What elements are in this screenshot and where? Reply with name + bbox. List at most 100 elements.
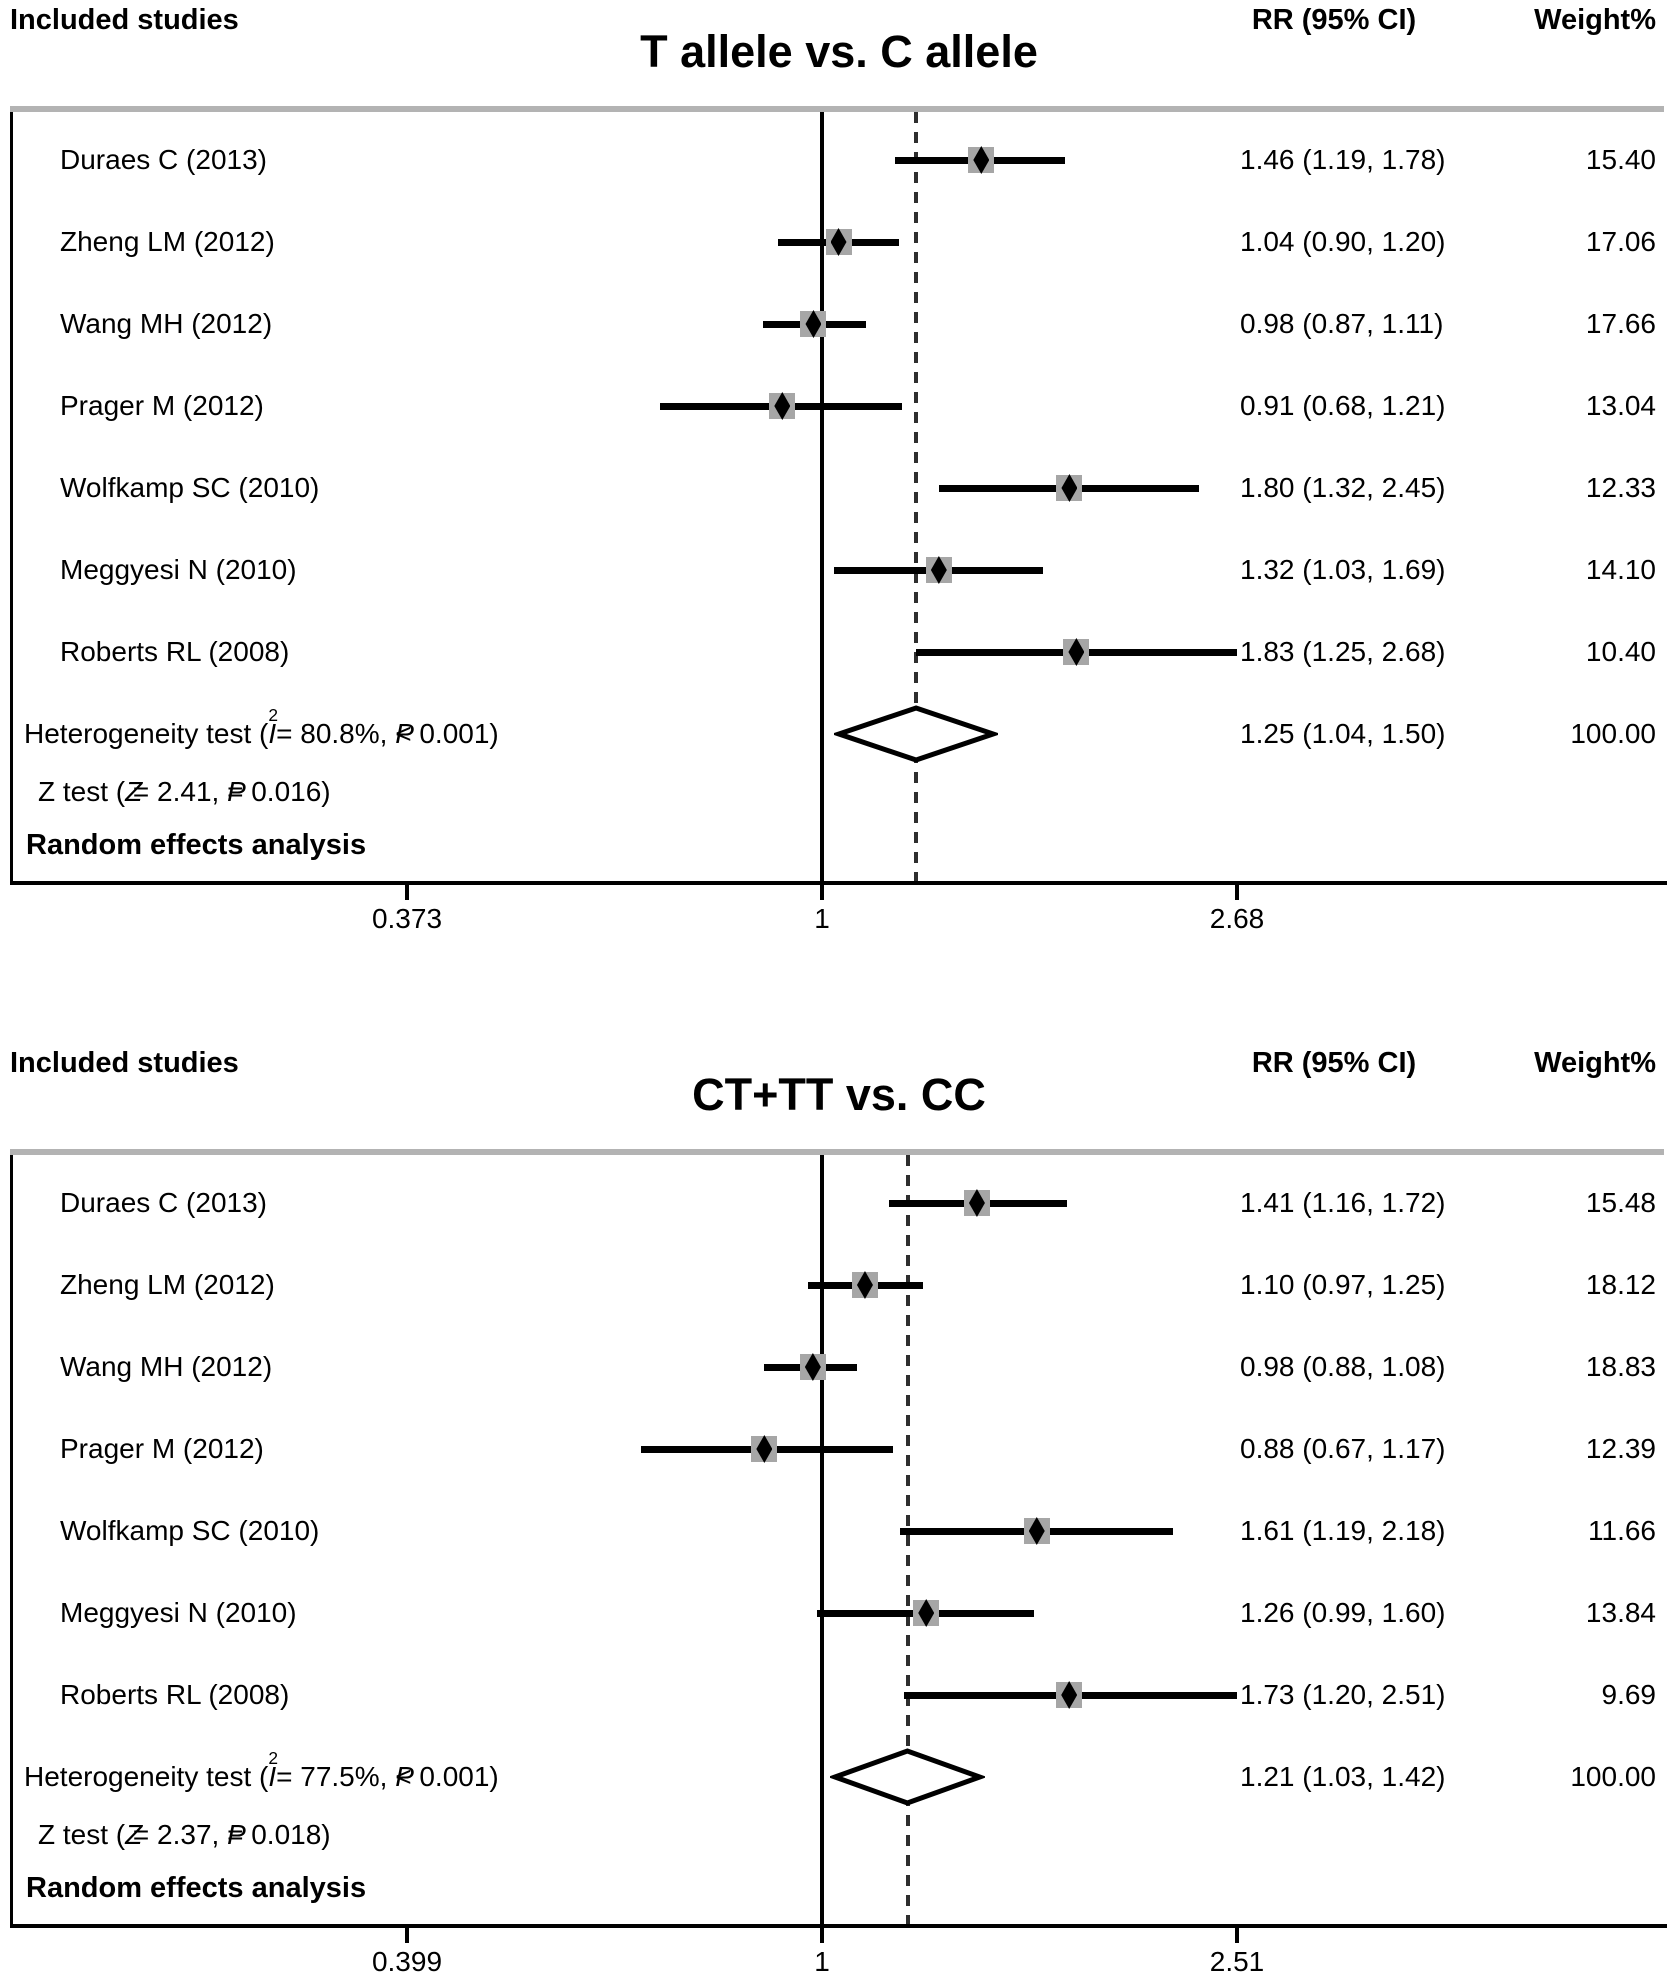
x-axis-tick bbox=[405, 885, 409, 900]
point-estimate-diamond bbox=[1061, 474, 1078, 502]
model-label: Random effects analysis bbox=[26, 829, 367, 861]
study-label: Zheng LM (2012) bbox=[60, 226, 275, 257]
weight-value: 13.04 bbox=[1585, 390, 1656, 421]
rr-ci-value: 1.83 (1.25, 2.68) bbox=[1240, 636, 1446, 667]
study-label: Roberts RL (2008) bbox=[60, 636, 290, 667]
model-label: Random effects analysis bbox=[26, 1872, 367, 1904]
study-label: Prager M (2012) bbox=[60, 390, 264, 421]
z-test-text: Z test (Z = 2.37, P = 0.018) bbox=[38, 1819, 331, 1850]
x-axis-tick bbox=[1235, 1928, 1239, 1943]
panel-title: CT+TT vs. CC bbox=[692, 1069, 986, 1120]
pooled-rr-ci-value: 1.21 (1.03, 1.42) bbox=[1240, 1761, 1446, 1792]
point-estimate-diamond bbox=[774, 392, 791, 420]
rr-ci-value: 1.41 (1.16, 1.72) bbox=[1240, 1187, 1446, 1218]
point-estimate-diamond bbox=[1061, 1681, 1078, 1709]
study-label: Roberts RL (2008) bbox=[60, 1679, 290, 1710]
reference-line-at-1 bbox=[820, 1155, 824, 1926]
study-label: Prager M (2012) bbox=[60, 1433, 264, 1464]
rr-ci-value: 0.88 (0.67, 1.17) bbox=[1240, 1433, 1446, 1464]
study-label: Duraes C (2013) bbox=[60, 1187, 267, 1218]
rr-ci-value: 1.32 (1.03, 1.69) bbox=[1240, 554, 1446, 585]
forest-panel-ct-tt-vs-cc: Included studies CT+TT vs. CC RR (95% CI… bbox=[0, 1043, 1677, 1983]
study-label: Duraes C (2013) bbox=[60, 144, 267, 175]
weight-column-header: Weight% bbox=[1534, 1047, 1656, 1079]
plot-area: 0.373 1 2.68 Duraes C (2013) 1.46 (1.19, 1.7… bbox=[0, 0, 1677, 991]
weight-value: 14.10 bbox=[1585, 554, 1656, 585]
point-estimate-diamond bbox=[968, 1189, 985, 1217]
forest-panel-t-allele-vs-c-allele: Included studies T allele vs. C allele R… bbox=[0, 0, 1677, 991]
x-axis-tick bbox=[405, 1928, 409, 1943]
point-estimate-diamond bbox=[918, 1599, 935, 1627]
study-label: Wang MH (2012) bbox=[60, 308, 273, 339]
point-estimate-diamond bbox=[804, 1353, 821, 1381]
weight-value: 17.66 bbox=[1585, 308, 1656, 339]
pooled-weight-value: 100.00 bbox=[1570, 718, 1656, 749]
weight-value: 18.83 bbox=[1585, 1351, 1656, 1382]
study-label: Meggyesi N (2010) bbox=[60, 554, 297, 585]
heterogeneity-test-text: Heterogeneity test (I 2 = 80.8%, P < 0.00… bbox=[24, 705, 499, 749]
rr-column-header: RR (95% CI) bbox=[1251, 4, 1417, 36]
x-axis-tick-label: 1 bbox=[814, 1946, 830, 1977]
weight-value: 18.12 bbox=[1585, 1269, 1656, 1300]
weight-value: 9.69 bbox=[1601, 1679, 1657, 1710]
point-estimate-diamond bbox=[756, 1435, 773, 1463]
x-axis-tick-label: 2.68 bbox=[1209, 903, 1265, 934]
point-estimate-diamond bbox=[1028, 1517, 1045, 1545]
weight-value: 11.66 bbox=[1588, 1515, 1656, 1546]
heterogeneity-test-text: Heterogeneity test (I 2 = 77.5%, P < 0.00… bbox=[24, 1748, 499, 1792]
plot-left-border bbox=[10, 112, 13, 883]
point-estimate-diamond bbox=[856, 1271, 873, 1299]
study-label: Meggyesi N (2010) bbox=[60, 1597, 297, 1628]
pooled-open-diamond bbox=[830, 1748, 986, 1806]
x-axis-tick bbox=[820, 885, 824, 900]
pooled-estimate-dashed-line bbox=[905, 1155, 910, 1926]
weight-value: 15.40 bbox=[1585, 144, 1656, 175]
x-axis-tick bbox=[1235, 885, 1239, 900]
pooled-open-diamond bbox=[833, 705, 998, 763]
plot-area: 0.399 1 2.51 Duraes C (2013) 1.41 (1.16, 1.7… bbox=[0, 1043, 1677, 1983]
weight-value: 15.48 bbox=[1585, 1187, 1656, 1218]
included-studies-header: Included studies bbox=[10, 4, 239, 36]
weight-value: 13.84 bbox=[1585, 1597, 1656, 1628]
panel-title: T allele vs. C allele bbox=[640, 26, 1038, 77]
study-label: Wolfkamp SC (2010) bbox=[60, 472, 320, 503]
weight-value: 17.06 bbox=[1585, 226, 1656, 257]
x-axis-tick-label: 1 bbox=[814, 903, 830, 934]
pooled-rr-ci-value: 1.25 (1.04, 1.50) bbox=[1240, 718, 1446, 749]
rr-ci-value: 1.10 (0.97, 1.25) bbox=[1240, 1269, 1446, 1300]
included-studies-header: Included studies bbox=[10, 1047, 239, 1079]
reference-line-at-1 bbox=[820, 112, 824, 883]
top-rule bbox=[10, 1149, 1664, 1155]
rr-ci-value: 0.98 (0.88, 1.08) bbox=[1240, 1351, 1446, 1382]
rr-ci-value: 1.04 (0.90, 1.20) bbox=[1240, 226, 1446, 257]
weight-value: 12.39 bbox=[1585, 1433, 1656, 1464]
pooled-weight-value: 100.00 bbox=[1570, 1761, 1656, 1792]
study-label: Zheng LM (2012) bbox=[60, 1269, 275, 1300]
z-test-text: Z test (Z = 2.41, P = 0.016) bbox=[38, 776, 331, 807]
rr-ci-value: 1.26 (0.99, 1.60) bbox=[1240, 1597, 1446, 1628]
pooled-estimate-dashed-line bbox=[913, 112, 918, 883]
rr-ci-value: 1.80 (1.32, 2.45) bbox=[1240, 472, 1446, 503]
x-axis-tick-label: 0.399 bbox=[371, 1946, 443, 1977]
point-estimate-diamond bbox=[805, 310, 822, 338]
rr-ci-value: 1.46 (1.19, 1.78) bbox=[1240, 144, 1446, 175]
rr-ci-value: 0.98 (0.87, 1.11) bbox=[1240, 308, 1444, 339]
plot-left-border bbox=[10, 1155, 13, 1926]
top-rule bbox=[10, 106, 1664, 112]
x-axis-tick-label: 2.51 bbox=[1209, 1946, 1265, 1977]
rr-ci-value: 0.91 (0.68, 1.21) bbox=[1240, 390, 1446, 421]
x-axis-line bbox=[10, 881, 1667, 885]
point-estimate-diamond bbox=[1068, 638, 1085, 666]
point-estimate-diamond bbox=[930, 556, 947, 584]
weight-column-header: Weight% bbox=[1534, 4, 1656, 36]
weight-value: 12.33 bbox=[1585, 472, 1656, 503]
weight-value: 10.40 bbox=[1585, 636, 1656, 667]
study-label: Wolfkamp SC (2010) bbox=[60, 1515, 320, 1546]
point-estimate-diamond bbox=[973, 146, 990, 174]
x-axis-line bbox=[10, 1924, 1667, 1928]
rr-ci-value: 1.61 (1.19, 2.18) bbox=[1240, 1515, 1446, 1546]
x-axis-tick-label: 0.373 bbox=[371, 903, 443, 934]
point-estimate-diamond bbox=[830, 228, 847, 256]
rr-column-header: RR (95% CI) bbox=[1251, 1047, 1417, 1079]
